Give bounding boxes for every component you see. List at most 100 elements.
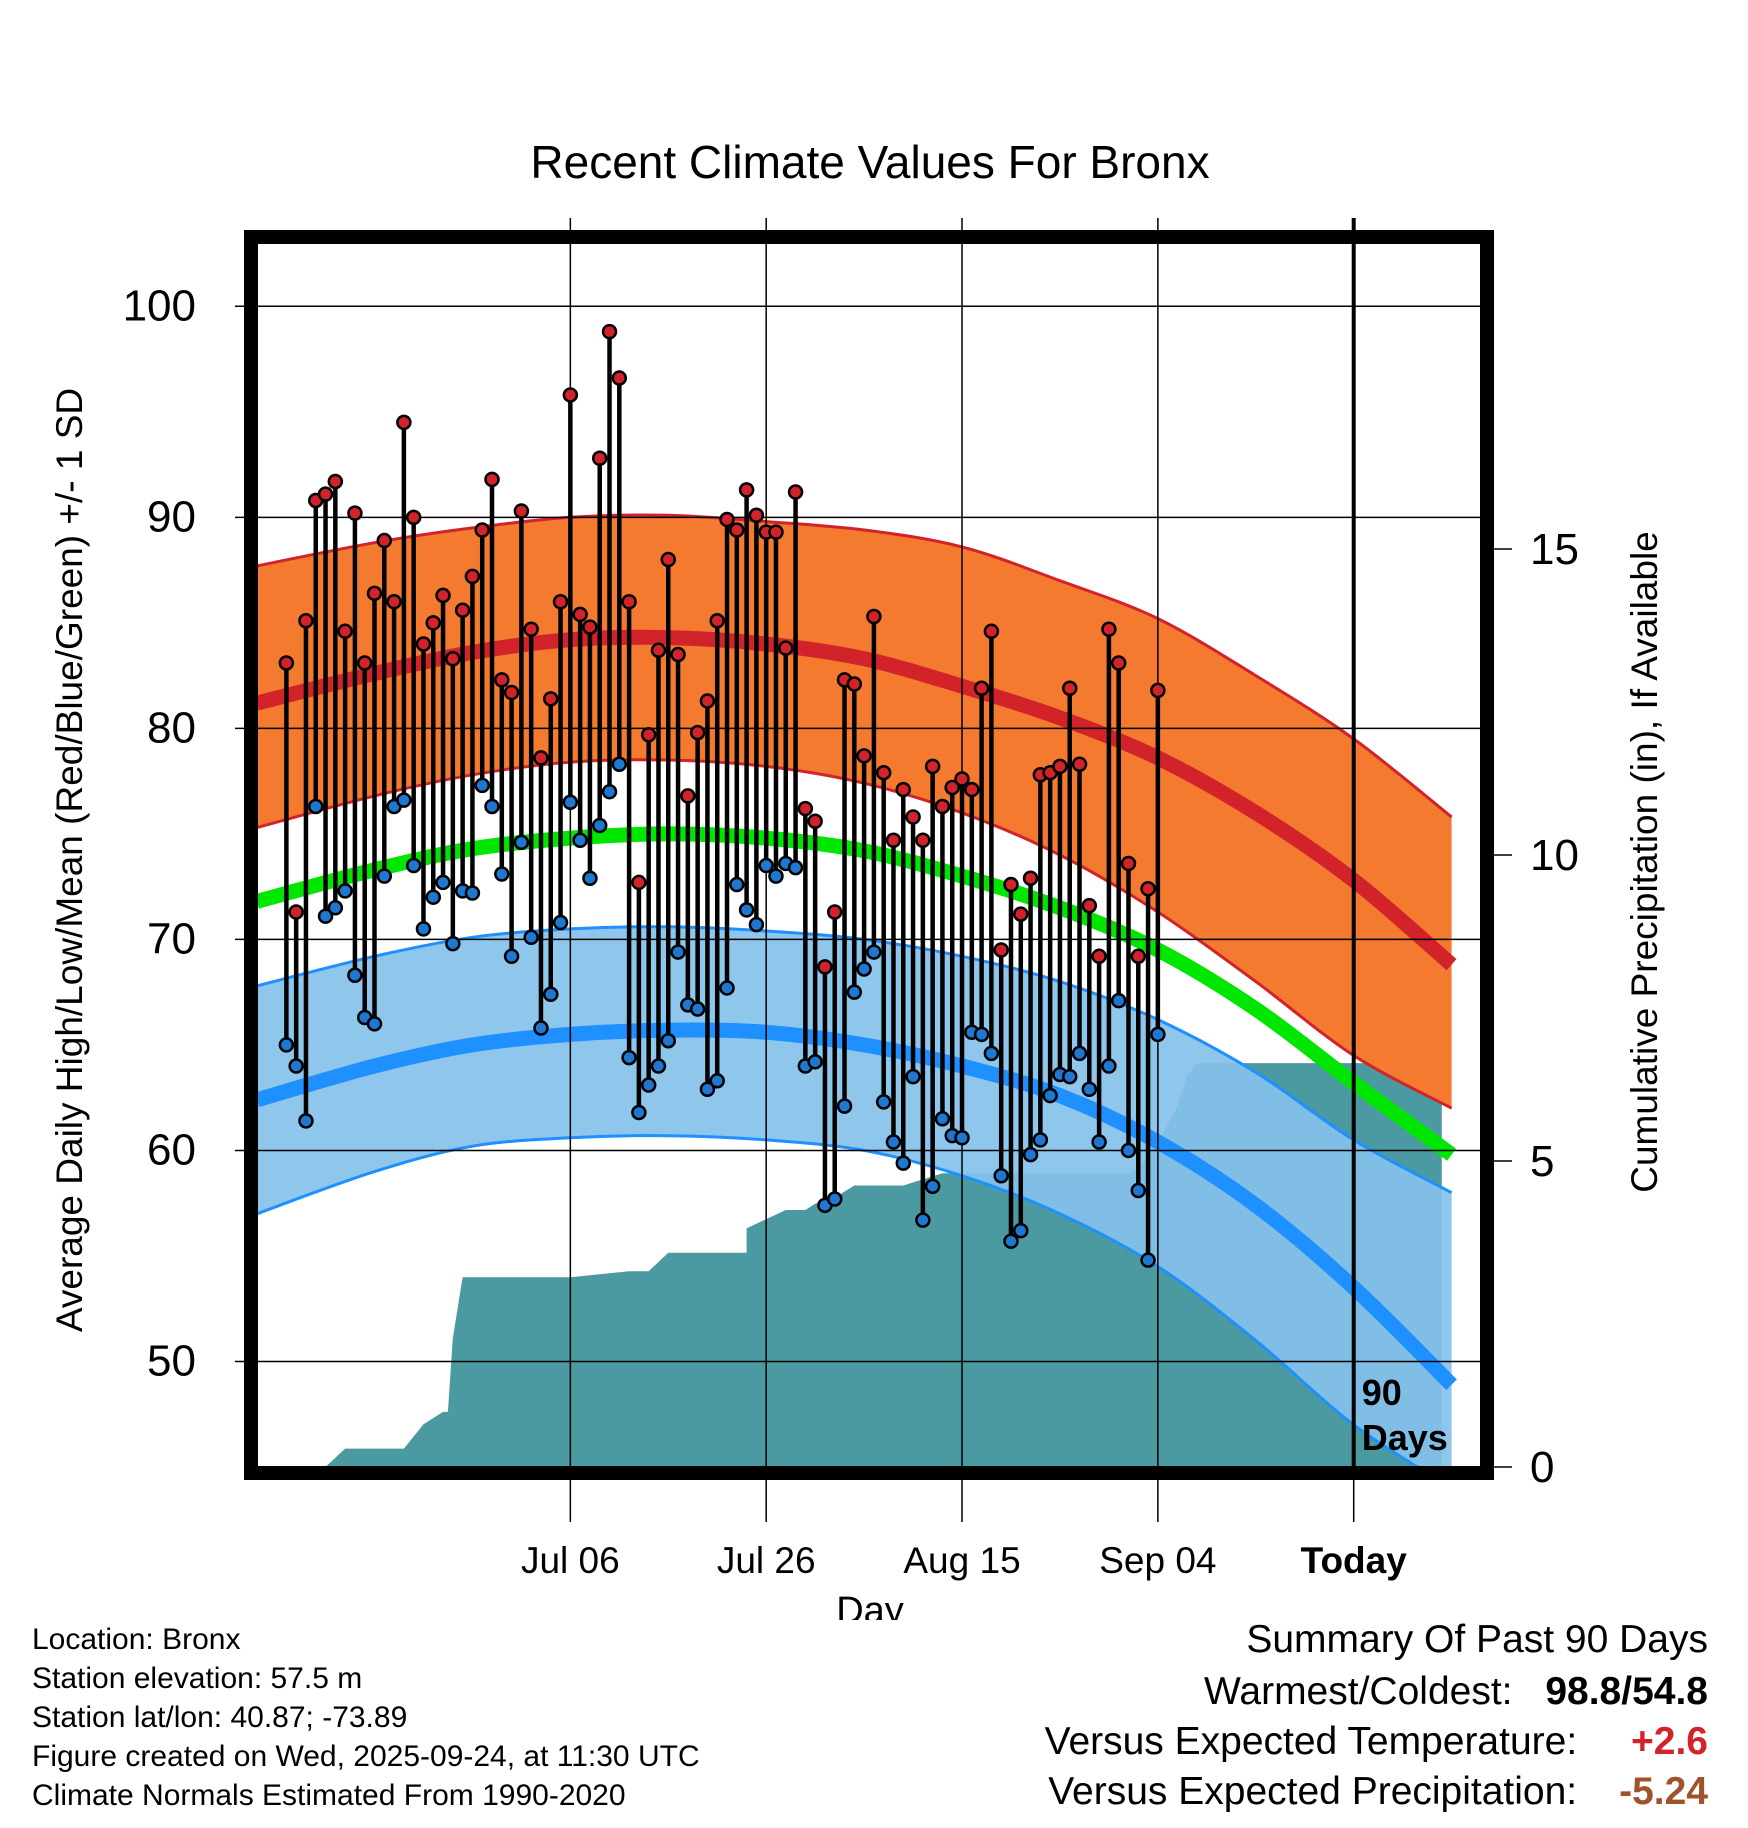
observed-high-point [1288,0,1301,7]
observed-high-point [601,323,618,340]
x-tick-label: Today [1301,1540,1408,1581]
observed-high-point [278,655,295,671]
observed-low-point [866,944,882,960]
observed-high-point [1061,680,1078,697]
observed-low-point [308,798,324,815]
observed-low-point [1101,1058,1117,1074]
observed-low-point [1130,1182,1147,1199]
observed-high-point [425,615,442,631]
observed-low-point [1328,0,1341,7]
observed-low-point [699,1081,716,1097]
y-tick-label: 70 [147,914,196,963]
observed-low-point [621,1049,637,1066]
today-days-label-line1: 90 [1362,1372,1402,1413]
observed-low-point [954,1130,970,1146]
observed-low-point [366,1016,383,1032]
observed-high-point [640,726,657,743]
observed-high-point [474,522,490,538]
y2-tick-label: 10 [1530,831,1579,880]
observed-high-point [944,779,960,796]
observed-high-point [1022,870,1039,886]
observed-high-point [1013,906,1029,922]
observed-low-point [552,914,569,931]
observed-low-point [376,868,393,884]
plot-frame [244,230,1494,1480]
observed-low-point [660,1032,677,1049]
observed-high-point [405,509,422,526]
observed-high-point [885,832,902,848]
observed-low-point [1279,0,1292,7]
observed-high-point [543,691,559,707]
observed-high-point [1337,0,1350,7]
station-info: Location: Bronx Station elevation: 57.5 … [32,1620,700,1815]
observed-high-point [738,482,755,498]
observed-low-point [836,1098,853,1114]
observed-low-point [983,1045,1000,1062]
observed-low-point [1032,1132,1049,1148]
observed-low-point [278,1037,295,1053]
observed-high-point [376,532,393,549]
observed-high-point [347,505,363,521]
observed-low-point [915,1212,931,1228]
observed-low-point [1337,0,1350,7]
observed-low-point [670,944,686,960]
observed-low-point [719,980,735,996]
figure-created: Figure created on Wed, 2025-09-24, at 11… [32,1740,700,1773]
observed-low-point [895,1155,912,1171]
observed-high-point [1071,756,1088,773]
observed-high-point [572,606,588,623]
observed-low-point [562,794,579,810]
observed-low-point [826,1191,843,1207]
observed-high-point [1150,682,1166,699]
observed-low-point [1013,1222,1029,1239]
observed-high-point [660,551,677,568]
warm-cold-separator: / [1621,1670,1633,1713]
observed-high-point [1101,621,1117,637]
climate-normals-period: Climate Normals Estimated From 1990-2020 [32,1779,626,1812]
observed-low-point [1298,0,1311,7]
y-tick-label: 100 [123,281,196,330]
summary-title: Summary Of Past 90 Days [1246,1618,1708,1661]
observed-low-point [298,1113,314,1129]
observed-high-point [866,608,882,625]
observed-high-point [1249,0,1262,7]
observed-low-point [494,866,510,882]
x-axis-label: Day [836,1590,904,1620]
precipitation-anomaly-row: Versus Expected Precipitation: -5.24 [1045,1767,1708,1817]
observed-high-point [503,684,520,701]
observed-high-point [591,450,608,467]
station-location: Location: Bronx [32,1623,241,1656]
observed-low-point [1308,0,1321,7]
observed-low-point [993,1168,1009,1184]
coldest-value: 54.8 [1632,1670,1708,1713]
station-latlon: Station lat/lon: 40.87; -73.89 [32,1701,408,1734]
observed-low-point [582,870,598,886]
observed-low-point [1181,0,1194,7]
observed-low-point [1081,1081,1098,1097]
observed-high-point [895,781,912,798]
observed-high-point [484,471,500,488]
observed-low-point [464,885,481,901]
observed-high-point [464,568,481,585]
observed-low-point [503,948,520,965]
observed-low-point [513,834,530,851]
observed-high-point [298,613,314,629]
observed-low-point [327,900,344,916]
observed-high-point [1230,0,1243,7]
observed-low-point [591,817,608,834]
observed-high-point [1110,655,1127,671]
observed-high-point [337,623,353,640]
observed-high-point [680,788,696,804]
y2-tick-label: 5 [1530,1137,1554,1186]
observed-low-point [337,883,353,899]
observed-high-point [1052,758,1068,775]
observed-high-point [1081,897,1098,914]
observed-high-point [846,676,863,692]
observed-high-point [807,813,823,829]
observed-high-point [964,781,980,798]
observed-low-point [445,935,461,952]
observed-low-point [1042,1087,1058,1104]
observed-low-point [474,777,490,794]
observed-low-point [689,1001,706,1017]
observed-high-point [915,832,931,848]
